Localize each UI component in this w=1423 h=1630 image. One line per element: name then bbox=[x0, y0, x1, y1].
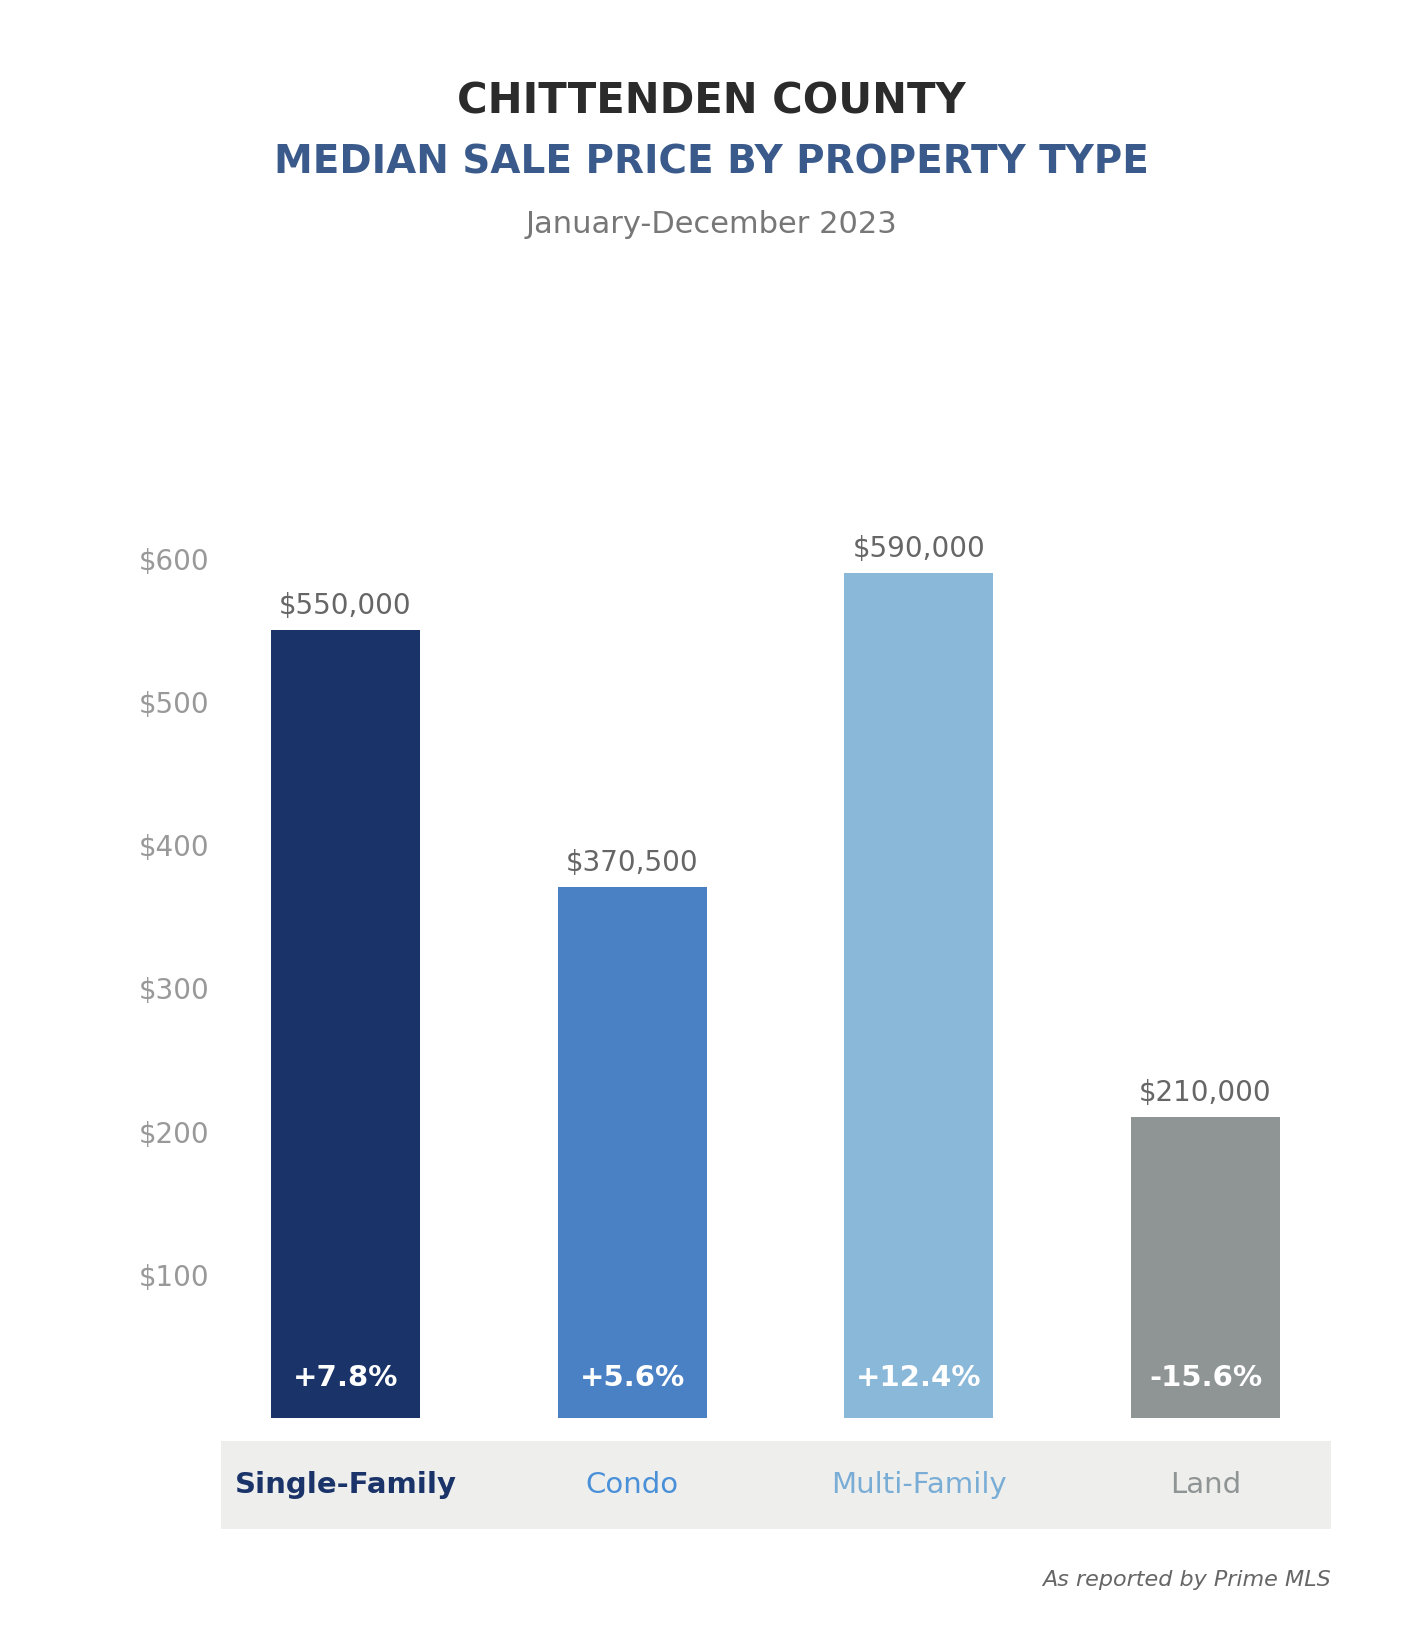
Text: Land: Land bbox=[1170, 1470, 1241, 1500]
Text: MEDIAN SALE PRICE BY PROPERTY TYPE: MEDIAN SALE PRICE BY PROPERTY TYPE bbox=[275, 143, 1148, 183]
Text: January-December 2023: January-December 2023 bbox=[525, 210, 898, 240]
Bar bbox=[1131, 1117, 1281, 1418]
Bar bbox=[844, 574, 993, 1418]
Text: CHITTENDEN COUNTY: CHITTENDEN COUNTY bbox=[457, 80, 966, 122]
Text: +12.4%: +12.4% bbox=[857, 1364, 982, 1392]
Text: Single-Family: Single-Family bbox=[235, 1470, 457, 1500]
Bar bbox=[270, 631, 420, 1418]
Text: +5.6%: +5.6% bbox=[579, 1364, 684, 1392]
Text: $590,000: $590,000 bbox=[852, 535, 985, 562]
Text: +7.8%: +7.8% bbox=[293, 1364, 398, 1392]
Text: $550,000: $550,000 bbox=[279, 592, 411, 621]
Text: $370,500: $370,500 bbox=[566, 849, 699, 877]
Bar bbox=[558, 887, 707, 1418]
Text: Multi-Family: Multi-Family bbox=[831, 1470, 1006, 1500]
Text: As reported by Prime MLS: As reported by Prime MLS bbox=[1042, 1570, 1331, 1589]
Text: -15.6%: -15.6% bbox=[1148, 1364, 1262, 1392]
Text: $210,000: $210,000 bbox=[1140, 1079, 1272, 1107]
Text: Condo: Condo bbox=[586, 1470, 679, 1500]
